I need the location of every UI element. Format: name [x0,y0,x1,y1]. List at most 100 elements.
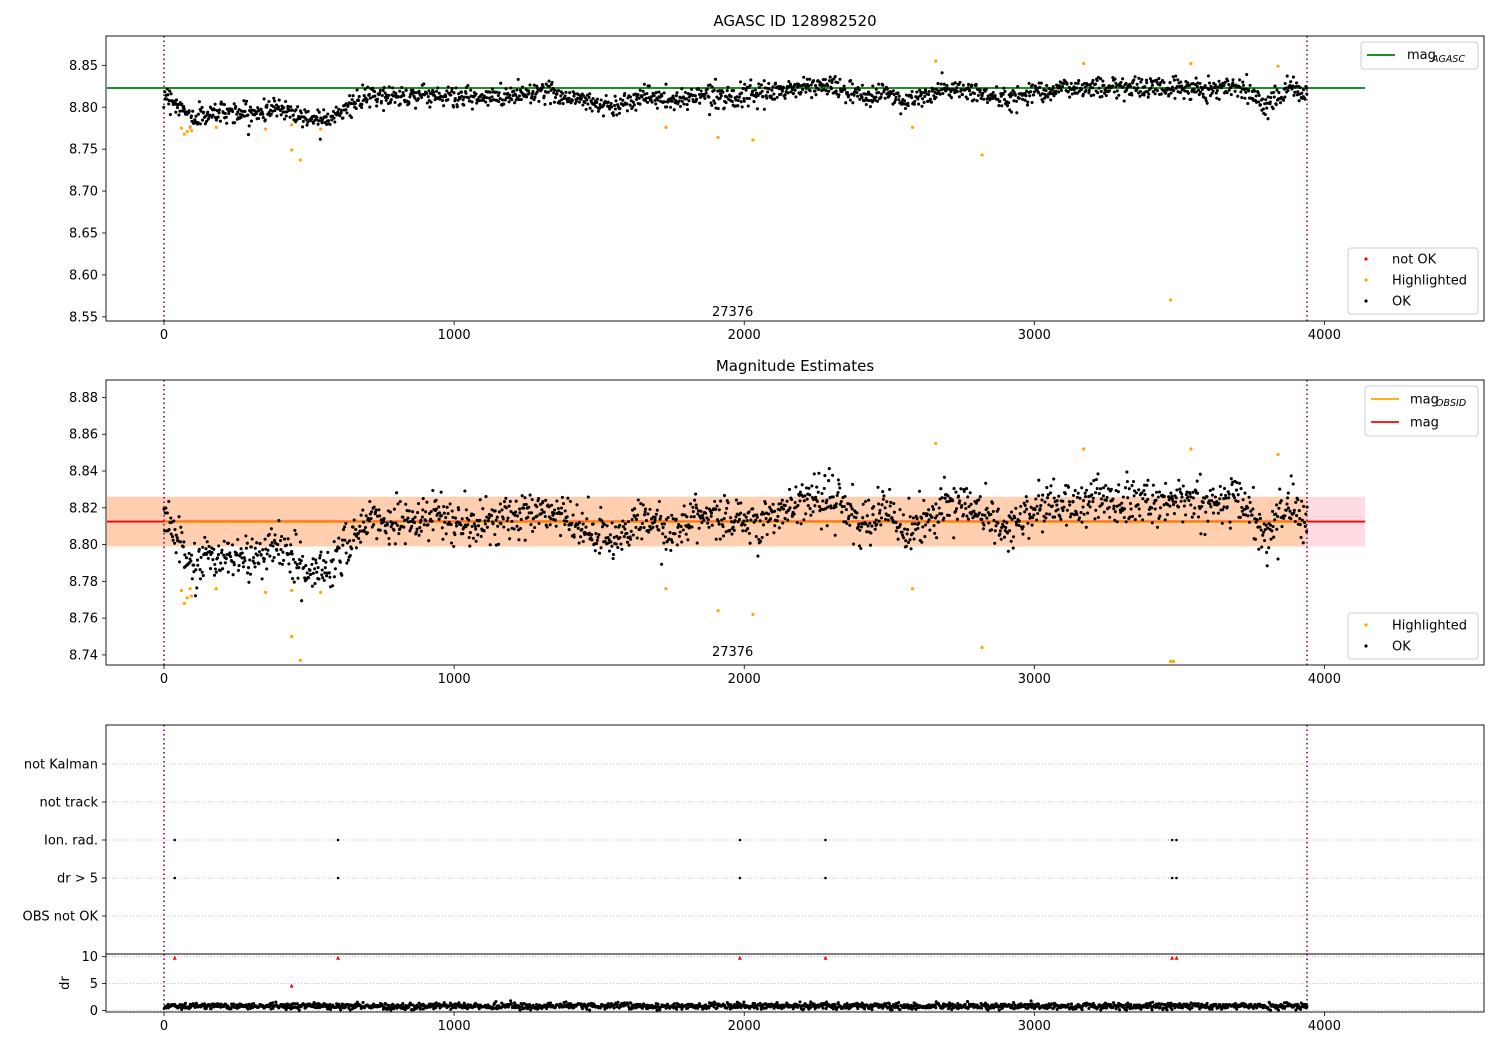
estimates-highlighted-point [751,612,755,617]
agasc-ok-point [948,93,952,97]
agasc-ok-point [662,91,666,95]
estimates-ok-point [808,507,812,511]
agasc-ok-point [223,111,227,115]
estimates-ok-point [173,527,177,532]
estimates-ok-point [1086,511,1090,515]
agasc-ok-point [574,99,579,103]
agasc-ok-point [1187,84,1191,88]
estimates-ok-point [1150,521,1154,525]
estimates-ok-point [873,527,877,531]
agasc-ok-point [1020,97,1025,101]
agasc-ok-point [775,95,779,99]
agasc-legend-label: not OK [1392,253,1437,268]
estimates-ok-point [1122,515,1126,520]
estimates-ok-point [240,551,244,555]
agasc-ok-point [613,103,617,107]
estimates-ok-point [1107,505,1111,509]
estimates-ok-point [352,538,356,542]
estimates-ok-point [343,538,347,542]
estimates-ok-point [634,517,639,521]
estimates-ok-point [519,526,523,531]
estimates-ok-point [1130,484,1134,488]
agasc-ok-point [166,93,170,97]
estimates-ok-point [847,514,851,518]
agasc-xtick-label: 0 [160,328,168,343]
agasc-ok-point [672,108,676,112]
agasc-ok-point [1142,93,1146,97]
agasc-ok-point [332,116,336,120]
estimates-ok-point [1271,524,1275,529]
agasc-ok-point [781,85,785,89]
estimates-ok-point [722,494,727,498]
agasc-ok-point [428,105,432,109]
dr-ok-point [986,1008,990,1012]
estimates-ok-point [1141,497,1145,501]
agasc-ok-point [696,87,701,91]
agasc-ok-point [1013,93,1017,97]
estimates-ok-point [382,519,386,524]
estimates-ok-point [553,508,557,512]
agasc-ok-point [452,91,456,95]
dr-ok-point [564,1000,568,1004]
estimates-ok-point [739,511,743,515]
agasc-highlighted-point [980,153,984,157]
dr-ok-point [845,1002,849,1006]
estimates-ok-point [1091,496,1095,500]
estimates-ok-point [533,525,537,530]
agasc-ok-point [1024,94,1028,98]
estimates-ok-point [837,482,841,486]
agasc-ok-point [461,98,465,102]
agasc-ok-point [1257,100,1261,104]
agasc-ok-point [993,94,997,98]
agasc-ok-point [414,106,418,110]
estimates-ok-point [630,517,634,522]
agasc-ok-point [995,85,999,89]
estimates-ok-point [597,533,601,537]
agasc-ok-point [1197,93,1201,97]
agasc-ok-point [200,118,205,122]
estimates-ok-point [391,521,395,525]
agasc-ok-point [525,95,529,99]
estimates-ok-point [416,511,420,515]
estimates-ok-point [214,570,218,574]
estimates-ok-point [348,553,352,558]
estimates-ok-point [434,507,438,511]
estimates-ok-point [952,536,956,540]
estimates-ok-point [163,511,167,515]
estimates-ok-point [740,522,745,526]
estimates-ok-point [519,517,523,521]
estimates-ok-point [921,525,925,529]
estimates-ok-point [1282,516,1286,520]
estimates-ok-point [877,502,881,506]
agasc-ok-point [739,100,743,104]
agasc-ok-point [455,105,459,109]
estimates-ok-point [987,521,991,525]
agasc-ok-point [508,93,512,97]
estimates-ok-point [346,558,350,562]
agasc-ok-point [625,102,629,106]
agasc-ok-point [1082,82,1086,86]
dr-ok-point [934,1006,938,1010]
estimates-ok-point [732,528,736,532]
agasc-ok-point [1243,96,1247,100]
estimates-ok-point [985,506,989,510]
estimates-ok-point [406,516,410,520]
agasc-ok-point [923,94,927,98]
estimates-ok-point [906,528,910,532]
agasc-ok-point [937,89,941,93]
dr-ok-point [884,1002,888,1006]
agasc-highlighted-point [1276,64,1280,68]
agasc-ok-point [1290,87,1294,91]
estimates-ok-point [249,545,253,549]
estimates-ok-point [1058,514,1062,518]
estimates-ok-point [333,567,337,571]
flags-ytick-label: not Kalman [24,758,98,773]
estimates-ok-point [963,502,967,506]
agasc-ok-point [1272,90,1276,94]
agasc-ok-point [1066,90,1070,94]
agasc-ok-point [1091,78,1095,82]
estimates-ok-point [681,528,685,532]
agasc-ok-point [432,90,436,94]
estimates-ok-point [1172,512,1176,516]
estimates-ok-point [859,525,864,529]
